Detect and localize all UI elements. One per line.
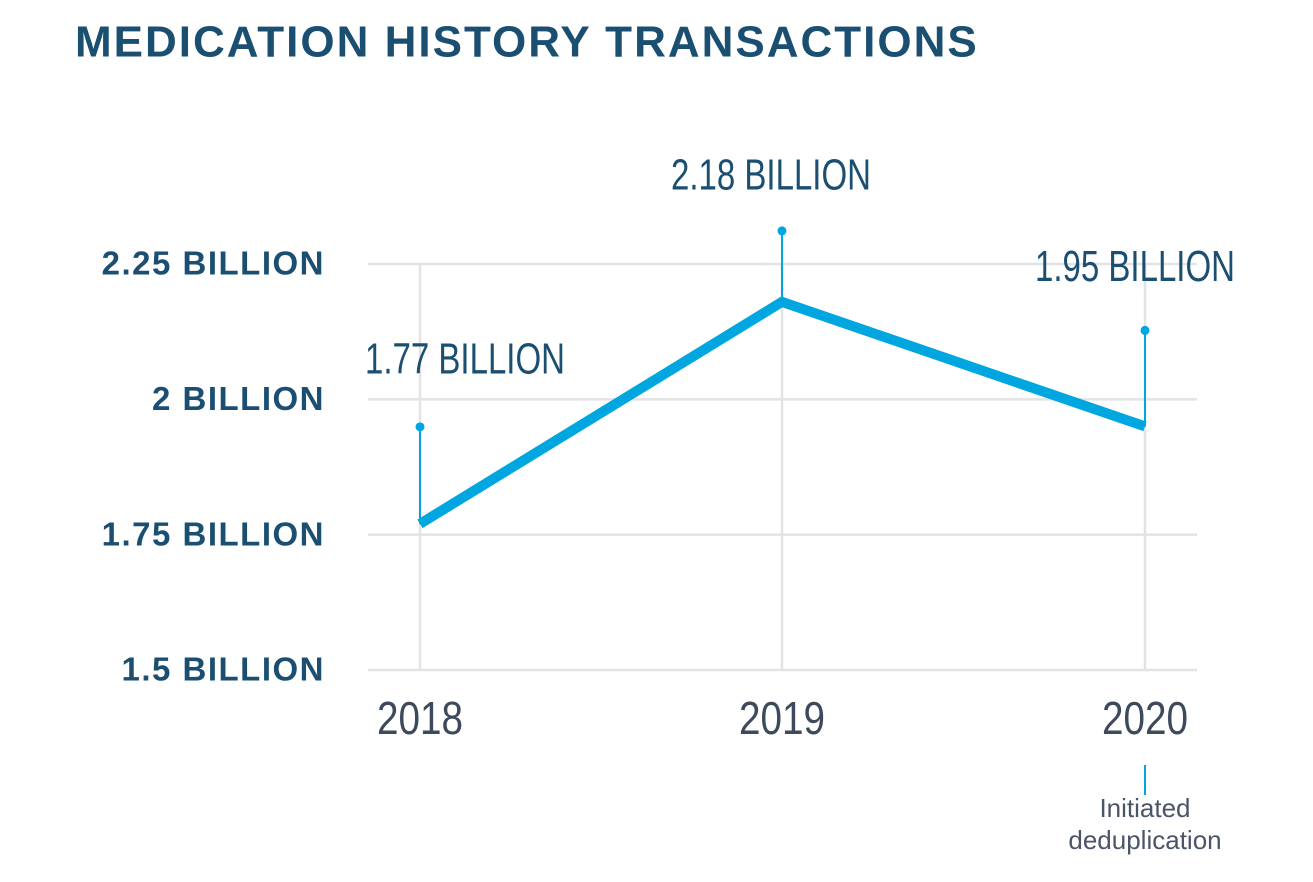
value-label: 2.18 BILLION xyxy=(671,151,871,200)
x-tick-label: 2018 xyxy=(377,692,463,744)
x-tick-label: 2020 xyxy=(1102,692,1188,744)
leader-dot xyxy=(415,422,425,432)
value-label: 1.77 BILLION xyxy=(365,334,565,383)
annotation: deduplication xyxy=(1068,825,1221,855)
value-label: 1.95 BILLION xyxy=(1035,242,1235,291)
y-tick-label: 2.25 BILLION xyxy=(102,245,325,282)
annotation: Initiated xyxy=(1099,793,1190,823)
leader-dot xyxy=(777,226,787,236)
leader-dot xyxy=(1140,325,1150,335)
y-tick-label: 1.75 BILLION xyxy=(102,515,325,552)
y-tick-label: 2 BILLION xyxy=(152,380,325,417)
y-tick-label: 1.5 BILLION xyxy=(121,651,325,688)
x-tick-label: 2019 xyxy=(739,692,825,744)
chart-title: MEDICATION HISTORY TRANSACTIONS xyxy=(75,18,979,67)
